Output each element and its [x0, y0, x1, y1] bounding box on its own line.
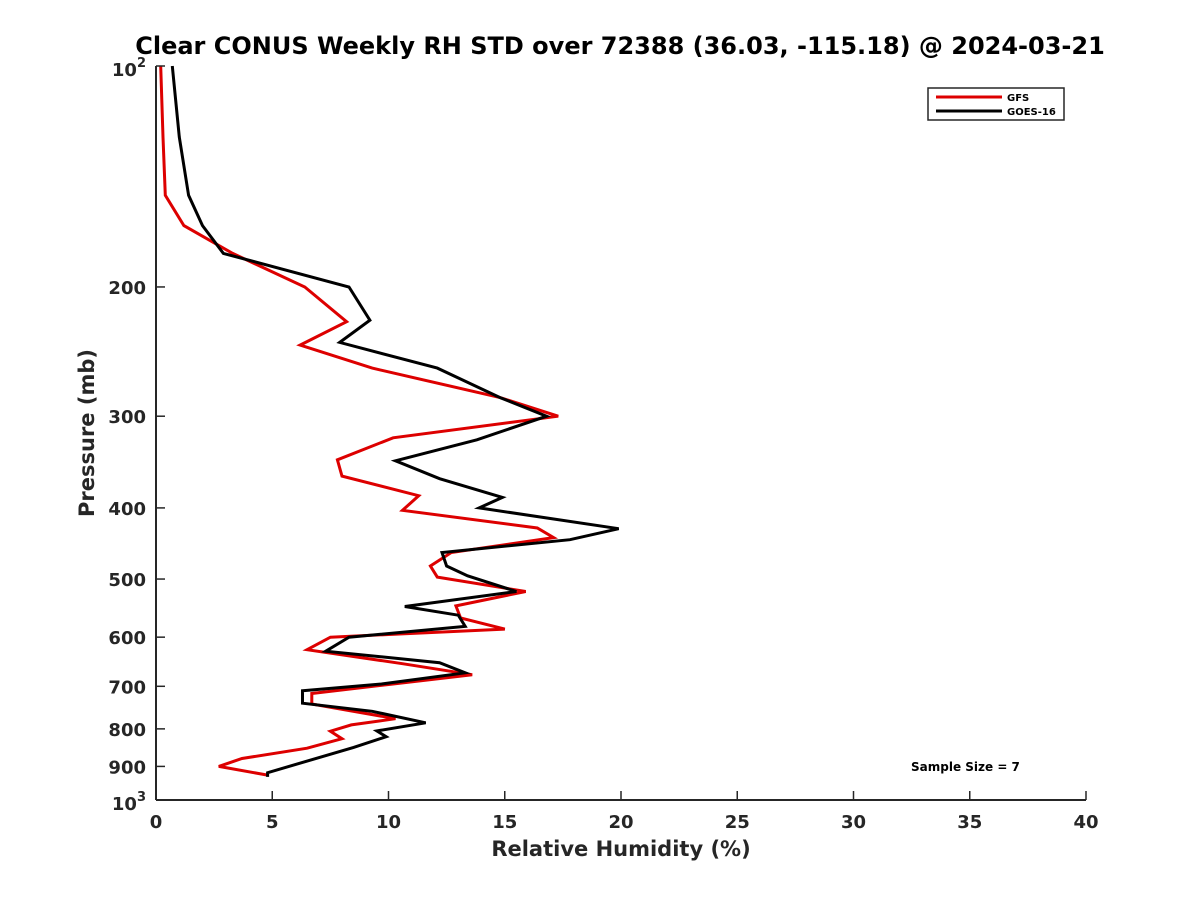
x-tick-label: 15	[492, 812, 517, 833]
y-tick-label: 103	[112, 790, 146, 815]
y-tick-label: 600	[108, 628, 146, 649]
sample-size-annotation: Sample Size = 7	[911, 760, 1020, 774]
y-tick-label: 102	[112, 56, 146, 81]
y-tick-label: 400	[108, 499, 146, 520]
legend-label: GOES-16	[1007, 107, 1056, 118]
legend: GFS GOES-16	[927, 87, 1065, 121]
y-ticks: 102 200 300 400 500 600 700 800 900 103	[108, 56, 165, 815]
x-tick-label: 35	[957, 812, 982, 833]
series-line-gfs	[159, 65, 559, 777]
y-tick-label: 800	[108, 720, 146, 741]
y-tick-label: 700	[108, 677, 146, 698]
x-axis-label: Relative Humidity (%)	[491, 837, 750, 861]
x-tick-label: 25	[725, 812, 750, 833]
axes	[155, 66, 1086, 801]
legend-label: GFS	[1007, 93, 1029, 104]
x-ticks: 0 5 10 15 20 25 30 35 40	[150, 791, 1099, 833]
x-tick-label: 10	[376, 812, 401, 833]
y-tick-label: 900	[108, 757, 146, 778]
plot-lines	[159, 65, 620, 777]
y-tick-label: 300	[108, 407, 146, 428]
legend-box	[927, 87, 1065, 121]
y-tick-label: 200	[108, 278, 146, 299]
chart-title: Clear CONUS Weekly RH STD over 72388 (36…	[135, 32, 1105, 60]
x-tick-label: 30	[841, 812, 866, 833]
series-line-goes-16	[170, 65, 620, 777]
x-tick-label: 20	[608, 812, 633, 833]
y-axis-label: Pressure (mb)	[75, 349, 99, 517]
y-tick-label: 500	[108, 570, 146, 591]
x-tick-label: 0	[150, 812, 163, 833]
x-tick-label: 40	[1073, 812, 1098, 833]
x-tick-label: 5	[266, 812, 279, 833]
